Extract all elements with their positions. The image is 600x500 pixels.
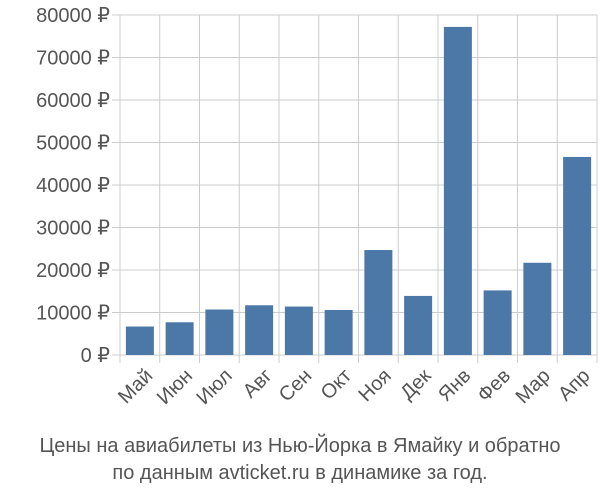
x-tick-label: Янв: [434, 365, 475, 406]
y-tick-label: 70000 ₽: [36, 48, 110, 70]
bar: [364, 250, 393, 355]
bar: [443, 26, 472, 356]
bar: [563, 156, 592, 355]
x-tick-label: Май: [114, 365, 157, 408]
bar: [404, 295, 433, 355]
bar: [125, 326, 154, 355]
y-tick-label: 30000 ₽: [36, 218, 110, 240]
bar: [245, 305, 274, 355]
chart-caption-line-2: по данным avticket.ru в динамике за год.: [112, 462, 488, 484]
bar: [165, 322, 194, 355]
x-tick-label: Дек: [396, 365, 435, 404]
x-tick-label: Июн: [153, 365, 197, 409]
bar: [284, 306, 313, 355]
bar: [205, 309, 234, 355]
x-tick-label: Авг: [239, 365, 277, 403]
x-tick-label: Июл: [193, 365, 237, 409]
y-tick-label: 40000 ₽: [36, 175, 110, 197]
y-tick-label: 10000 ₽: [36, 303, 110, 325]
bar: [523, 262, 552, 355]
y-tick-label: 50000 ₽: [36, 133, 110, 155]
x-tick-label: Сен: [275, 365, 316, 406]
y-tick-label: 80000 ₽: [36, 5, 110, 27]
bar: [324, 309, 353, 355]
y-tick-label: 60000 ₽: [36, 90, 110, 112]
y-tick-label: 20000 ₽: [36, 260, 110, 282]
x-tick-label: Ноя: [355, 365, 396, 406]
x-tick-label: Окт: [317, 365, 356, 404]
x-tick-label: Мар: [512, 365, 555, 408]
bar: [483, 290, 512, 355]
bar-chart: 0 ₽ 10000 ₽ 20000 ₽ 30000 ₽ 40000 ₽ 50000 ₽ 60…: [36, 5, 598, 409]
y-tick-label: 0 ₽: [81, 345, 111, 367]
x-tick-label: Апр: [554, 365, 595, 406]
x-tick-label: Фев: [473, 365, 515, 407]
chart-caption-line-1: Цены на авиабилеты из Нью-Йорка в Ямайку…: [39, 435, 561, 457]
